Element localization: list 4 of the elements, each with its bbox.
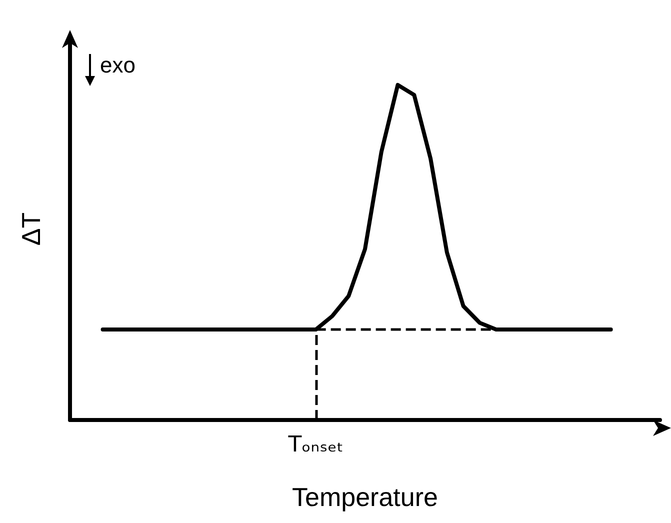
y-axis-title: ΔT [16,212,46,246]
text: Tₒₙₛₑₜ [288,432,344,458]
text: exo [100,52,136,78]
x-axis-title: Temperature [292,482,438,512]
